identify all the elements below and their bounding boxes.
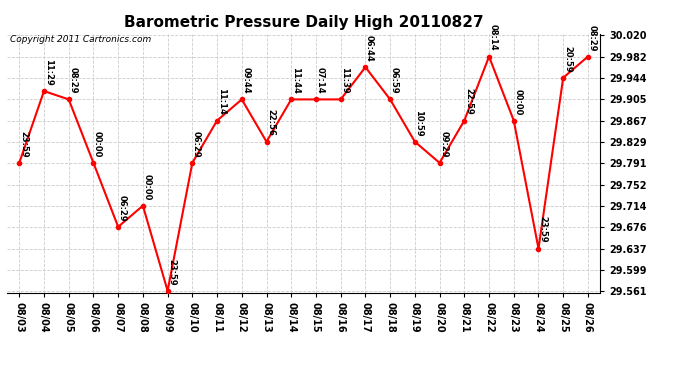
Text: 11:14: 11:14 [217,88,226,115]
Text: 23:59: 23:59 [167,259,176,285]
Text: 11:39: 11:39 [340,67,349,94]
Text: 07:14: 07:14 [315,67,324,94]
Text: 11:44: 11:44 [291,67,300,94]
Text: 23:59: 23:59 [538,216,547,243]
Text: Barometric Pressure Daily High 20110827: Barometric Pressure Daily High 20110827 [124,15,484,30]
Text: 06:29: 06:29 [192,130,201,157]
Text: 08:29: 08:29 [588,24,597,51]
Text: 20:59: 20:59 [563,45,572,72]
Text: 09:29: 09:29 [440,131,449,157]
Text: 00:00: 00:00 [143,174,152,200]
Text: 06:29: 06:29 [118,195,127,221]
Text: 09:44: 09:44 [241,67,250,94]
Text: 22:56: 22:56 [266,109,275,136]
Text: 10:59: 10:59 [415,110,424,136]
Text: 00:00: 00:00 [513,88,522,115]
Text: Copyright 2011 Cartronics.com: Copyright 2011 Cartronics.com [10,35,151,44]
Text: 06:59: 06:59 [390,67,399,94]
Text: 06:44: 06:44 [365,35,374,62]
Text: 00:00: 00:00 [93,131,102,157]
Text: 23:59: 23:59 [19,130,28,157]
Text: 11:29: 11:29 [43,59,52,86]
Text: 22:59: 22:59 [464,88,473,115]
Text: 08:29: 08:29 [68,68,77,94]
Text: 08:14: 08:14 [489,24,497,51]
